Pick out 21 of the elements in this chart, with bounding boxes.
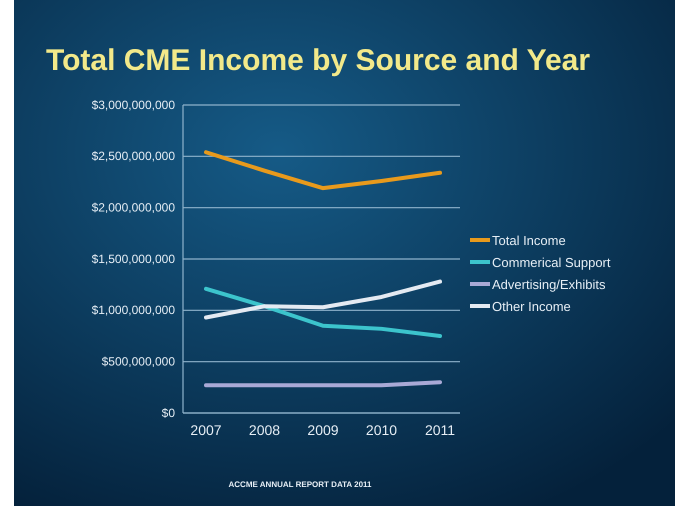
y-tick-label: $500,000,000 — [102, 354, 176, 369]
x-tick-label: 2007 — [190, 422, 222, 438]
x-tick-label: 2011 — [424, 422, 456, 438]
y-tick-label: $2,500,000,000 — [92, 149, 176, 164]
line-series — [204, 286, 442, 338]
line-series — [204, 150, 442, 190]
chart-title: Total CME Income by Source and Year — [46, 44, 590, 77]
x-tick-label: 2010 — [366, 422, 398, 438]
line-series — [204, 280, 442, 320]
text: ACCME ANNUAL REPORT DATA 2011 — [228, 480, 372, 489]
legend-label: Commerical Support — [492, 255, 611, 270]
x-tick-label: 2008 — [248, 422, 280, 438]
y-tick-label: $0 — [162, 406, 176, 420]
y-tick-label: $2,000,000,000 — [92, 200, 176, 215]
legend-label: Total Income — [492, 233, 566, 248]
y-tick-label: $1,500,000,000 — [92, 252, 176, 266]
legend-label: Other Income — [492, 299, 571, 314]
y-tick-label: $3,000,000,000 — [92, 98, 176, 112]
legend-label: Advertising/Exhibits — [492, 277, 606, 292]
y-tick-label: $1,000,000,000 — [92, 303, 176, 318]
x-tick-label: 2009 — [307, 422, 339, 438]
